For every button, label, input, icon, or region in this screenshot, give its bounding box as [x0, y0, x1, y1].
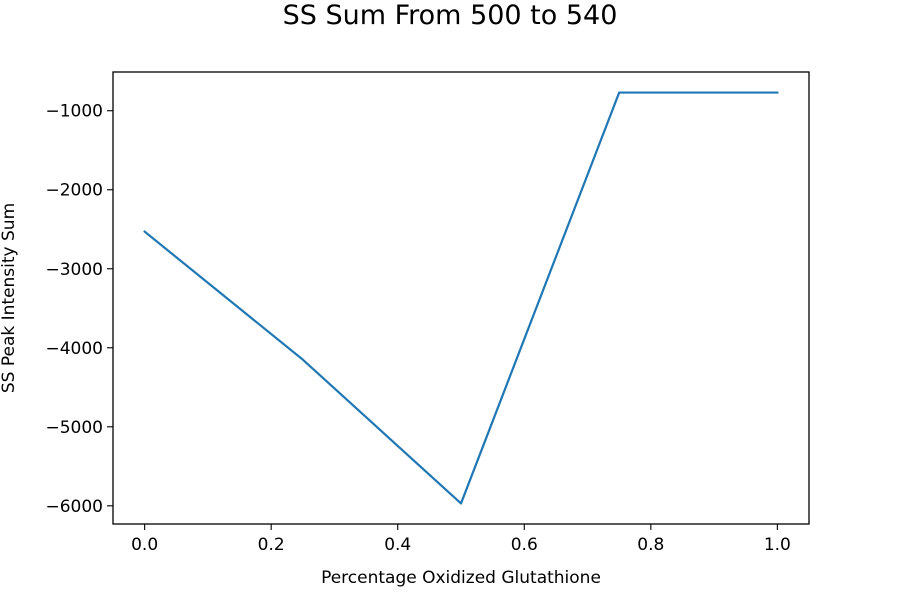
x-axis-label: Percentage Oxidized Glutathione: [321, 568, 601, 588]
x-tick-label: 0.6: [511, 535, 538, 555]
y-tick-label: −3000: [45, 260, 103, 280]
plot-area-frame: [112, 71, 810, 525]
x-tick-label: 0.0: [131, 535, 158, 555]
x-axis: 0.0 0.2 0.4 0.6 0.8 1.0: [131, 524, 791, 555]
y-tick-label: −6000: [45, 497, 103, 517]
y-axis: −6000 −5000 −4000 −3000 −2000 −1000: [45, 102, 113, 517]
x-tick-label: 0.8: [637, 535, 664, 555]
y-axis-label: SS Peak Intensity Sum: [0, 203, 19, 393]
chart-title: SS Sum From 500 to 540: [282, 0, 618, 31]
x-tick-label: 0.2: [258, 535, 285, 555]
series-layer: [143, 91, 779, 505]
x-tick-label: 1.0: [764, 535, 791, 555]
y-tick-label: −1000: [45, 102, 103, 122]
series-line: [143, 91, 779, 505]
y-tick-label: −5000: [45, 418, 103, 438]
y-tick-label: −4000: [45, 339, 103, 359]
y-tick-label: −2000: [45, 181, 103, 201]
x-tick-label: 0.4: [384, 535, 411, 555]
